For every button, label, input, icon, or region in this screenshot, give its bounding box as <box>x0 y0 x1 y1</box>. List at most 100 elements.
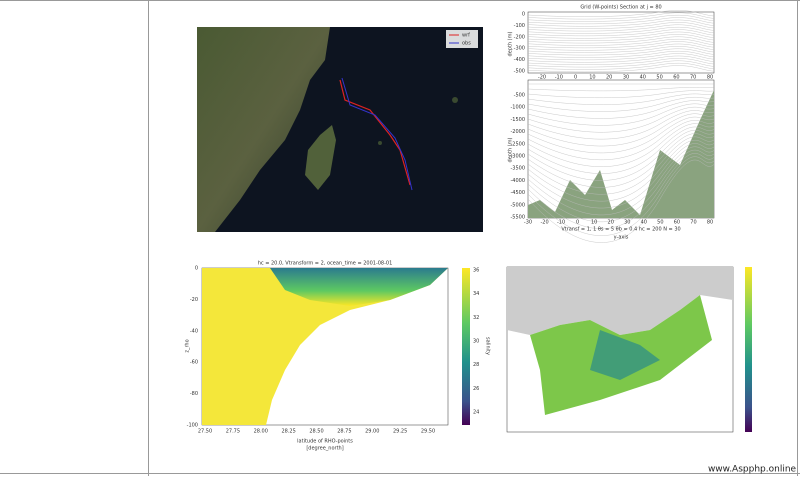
sigma-line <box>527 41 715 49</box>
plot-title: hc = 20.0, Vtransform = 2, ocean_time = … <box>258 261 393 267</box>
sigma-line <box>527 55 715 63</box>
x-tick-label: 28.75 <box>337 429 351 435</box>
x-tick-label: 80 <box>707 75 713 81</box>
y-tick-label: 0 <box>195 266 198 272</box>
y-tick-label: -40 <box>190 328 198 334</box>
sigma-line <box>527 156 715 236</box>
sigma-line <box>527 34 715 41</box>
y-tick-label: 0 <box>522 12 525 18</box>
legend-label: wrf <box>462 33 470 39</box>
x-label: latitude of RHO-points <box>297 439 353 445</box>
y-tick-label: 26 <box>473 386 479 392</box>
sigma-line <box>527 110 715 140</box>
sigma-line <box>527 153 715 229</box>
sigma-line <box>527 46 715 53</box>
x-tick-label: 50 <box>657 220 663 226</box>
watermark: www.Aspphp.online <box>708 465 797 475</box>
x-tick-label: -20 <box>540 220 548 226</box>
sigma-line <box>527 116 715 154</box>
sigma-line <box>527 159 715 243</box>
x-label: y-axis <box>614 235 629 241</box>
sigma-line <box>527 60 715 68</box>
x-label: [degree_north] <box>306 446 343 452</box>
x-tick-label: 29.00 <box>365 429 379 435</box>
y-tick-label: -1500 <box>510 117 525 123</box>
sigma-line <box>527 26 715 34</box>
y-tick-label: -300 <box>514 46 525 52</box>
sigma-line <box>527 87 715 92</box>
y-tick-label: -4000 <box>510 178 525 184</box>
y-tick-label: 24 <box>473 410 479 416</box>
sigma-line <box>527 48 715 56</box>
x-tick-label: 20 <box>606 75 612 81</box>
sigma-line <box>527 150 715 222</box>
sigma-line <box>527 103 715 126</box>
y-tick-label: -60 <box>190 360 198 366</box>
salinity-figure: hc = 20.0, Vtransform = 2, ocean_time = … <box>185 261 491 452</box>
y-tick-label: 32 <box>473 315 479 321</box>
y-tick-label: -200 <box>514 34 525 40</box>
y-tick-label: -3500 <box>510 166 525 172</box>
x-tick-label: -30 <box>524 220 532 226</box>
x-tick-label: 20 <box>608 220 614 226</box>
y-tick-label: -500 <box>514 93 525 99</box>
x-tick-label: 30 <box>623 75 629 81</box>
sigma-line <box>527 14 715 22</box>
y-tick-label: 34 <box>473 291 479 297</box>
y-tick-label: -500 <box>514 69 525 75</box>
y-tick-label: -3000 <box>510 154 525 160</box>
section-title: Grid (W-points) Section at j = 80 <box>580 5 661 11</box>
section-figure: Grid (W-points) Section at j = 80 depth … <box>508 5 715 243</box>
sigma-line <box>527 36 715 44</box>
x-tick-label: 29.50 <box>421 429 435 435</box>
sigma-line <box>527 31 715 39</box>
sigma-line <box>527 123 715 167</box>
x-tick-label: 10 <box>589 75 595 81</box>
x-tick-label: 27.50 <box>198 429 212 435</box>
y-tick-label: -100 <box>187 423 198 429</box>
x-tick-label: 28.25 <box>281 429 295 435</box>
sigma-line <box>527 139 715 202</box>
y-tick-label: -400 <box>514 57 525 63</box>
y-label: depth (m) <box>508 31 514 56</box>
caption: Vtransf = 1, 1 θs = 5 θb = 0.4 hc = 200 … <box>561 227 680 233</box>
y-tick-label: -80 <box>190 391 198 397</box>
sigma-line <box>527 133 715 188</box>
x-tick-label: 29.25 <box>393 429 407 435</box>
sigma-line <box>527 146 715 216</box>
sigma-line <box>527 24 715 32</box>
sigma-line <box>527 17 715 25</box>
sigma-line <box>527 120 715 161</box>
x-tick-label: 70 <box>690 220 696 226</box>
x-tick-label: 80 <box>707 220 713 226</box>
x-tick-label: 30 <box>624 220 630 226</box>
sigma-line <box>527 93 715 105</box>
sigma-line <box>527 130 715 181</box>
regional-map-figure <box>506 266 752 433</box>
sigma-line <box>527 65 715 73</box>
sigma-line <box>527 50 715 58</box>
x-tick-label: 40 <box>641 220 647 226</box>
y-tick-label: 36 <box>473 268 479 274</box>
map-figure: wrf obs <box>197 27 483 232</box>
sigma-line <box>527 53 715 61</box>
y-tick-label: -5500 <box>510 215 525 221</box>
sigma-line <box>527 143 715 209</box>
obs-track <box>341 77 413 191</box>
x-tick-label: -20 <box>538 75 546 81</box>
sigma-line <box>527 62 715 70</box>
x-tick-label: 50 <box>656 75 662 81</box>
sigma-line <box>527 113 715 147</box>
sigma-line <box>527 22 715 29</box>
y-tick-label: -2000 <box>510 129 525 135</box>
sigma-line <box>527 100 715 119</box>
wrf-track <box>339 79 411 186</box>
x-tick-label: 60 <box>674 220 680 226</box>
sigma-line <box>527 12 715 20</box>
sigma-line <box>527 136 715 195</box>
x-tick-label: 70 <box>690 75 696 81</box>
sigma-line <box>527 38 715 46</box>
x-tick-label: -10 <box>557 220 565 226</box>
x-tick-label: -10 <box>555 75 563 81</box>
